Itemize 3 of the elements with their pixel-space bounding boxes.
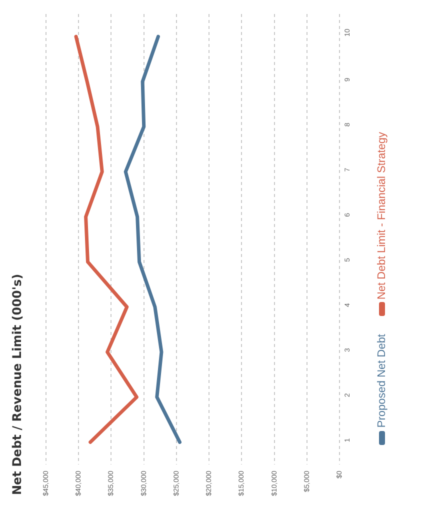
text: Proposed Net Debt — [376, 334, 388, 428]
text: Net Debt / Revenue Limit (000's) — [10, 272, 24, 495]
text: Net Debt Limit - Financial Strategy — [376, 132, 388, 300]
